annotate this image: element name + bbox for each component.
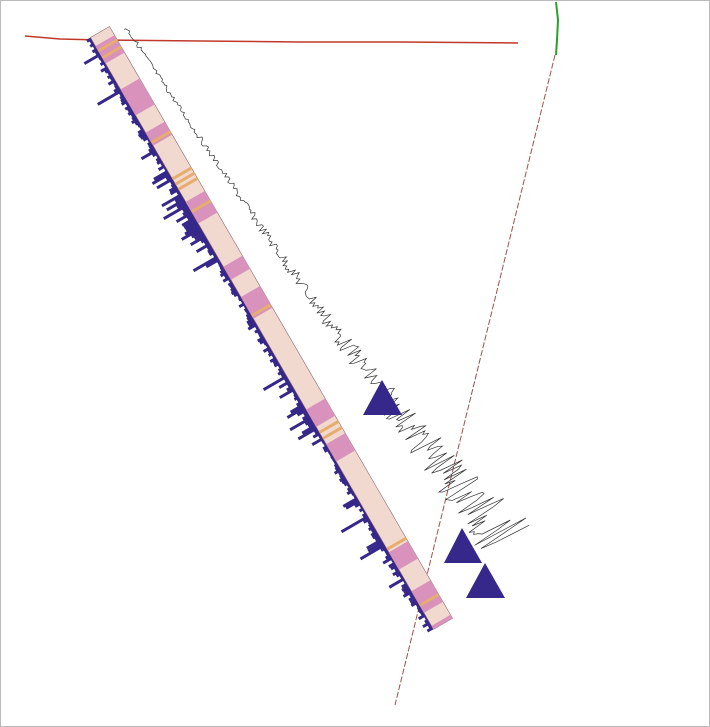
orange-layer: [177, 177, 199, 191]
green-marker: [555, 1, 560, 56]
pink-layer: [431, 614, 453, 630]
orange-layer: [250, 303, 272, 317]
orange-layer: [150, 130, 172, 144]
triangle-marker: [444, 528, 482, 563]
orange-layer: [171, 166, 193, 181]
pink-layer: [223, 255, 250, 280]
orange-layer: [174, 171, 196, 186]
orange-layer: [418, 593, 440, 607]
histogram: [83, 37, 434, 633]
triangle-marker: [466, 563, 505, 598]
orange-layer: [101, 45, 123, 60]
pink-layer: [306, 398, 336, 427]
orange-layer: [190, 199, 212, 214]
pink-layer: [120, 78, 155, 116]
orange-layer: [318, 420, 340, 434]
pink-layer: [388, 541, 418, 570]
orange-layer: [322, 426, 343, 440]
log-strip: [83, 26, 530, 633]
triangle-marker: [363, 380, 402, 415]
orange-layer: [386, 536, 407, 551]
orange-layer: [97, 38, 119, 53]
log-curve: [123, 28, 530, 549]
pink-layer: [240, 286, 273, 319]
pink-layer: [326, 433, 356, 462]
red-trajectory: [24, 35, 519, 44]
pink-layer: [145, 121, 173, 146]
